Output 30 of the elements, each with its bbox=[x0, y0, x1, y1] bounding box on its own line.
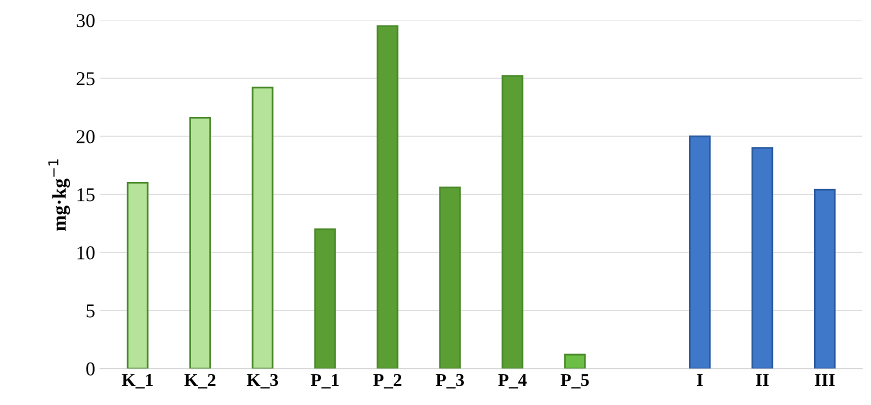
y-tick-label: 20 bbox=[76, 130, 95, 144]
x-tick-label: K_3 bbox=[246, 374, 278, 388]
bar bbox=[502, 75, 524, 369]
y-tick-label: 30 bbox=[76, 14, 95, 28]
x-tick-label: III bbox=[814, 374, 835, 386]
bar bbox=[439, 186, 461, 369]
y-tick-label: 0 bbox=[86, 362, 95, 376]
bar bbox=[752, 147, 774, 369]
bar bbox=[564, 354, 586, 369]
x-tick-label: I bbox=[696, 374, 703, 386]
x-tick-label: P_5 bbox=[560, 374, 589, 388]
y-tick-label: 25 bbox=[76, 72, 95, 86]
bar bbox=[314, 228, 336, 369]
bar bbox=[689, 136, 711, 369]
x-tick-label: K_2 bbox=[184, 374, 216, 388]
x-tick-label: P_3 bbox=[436, 374, 464, 388]
x-tick-label: P_2 bbox=[373, 374, 402, 388]
bar bbox=[814, 188, 836, 369]
y-tick-label: 5 bbox=[86, 304, 95, 318]
bar bbox=[252, 86, 274, 369]
y-tick-label: 10 bbox=[78, 246, 95, 260]
y-axis-title: mg·kg$^{−1}$ bbox=[48, 159, 70, 231]
bar bbox=[189, 116, 211, 369]
x-tick-label: P_4 bbox=[498, 374, 527, 388]
x-tick-label: P_1 bbox=[310, 374, 339, 388]
x-tick-label: II bbox=[756, 374, 769, 386]
bar bbox=[376, 25, 398, 369]
y-tick-label: 15 bbox=[78, 188, 95, 202]
bar bbox=[126, 182, 148, 369]
x-tick-label: K_1 bbox=[122, 374, 153, 388]
